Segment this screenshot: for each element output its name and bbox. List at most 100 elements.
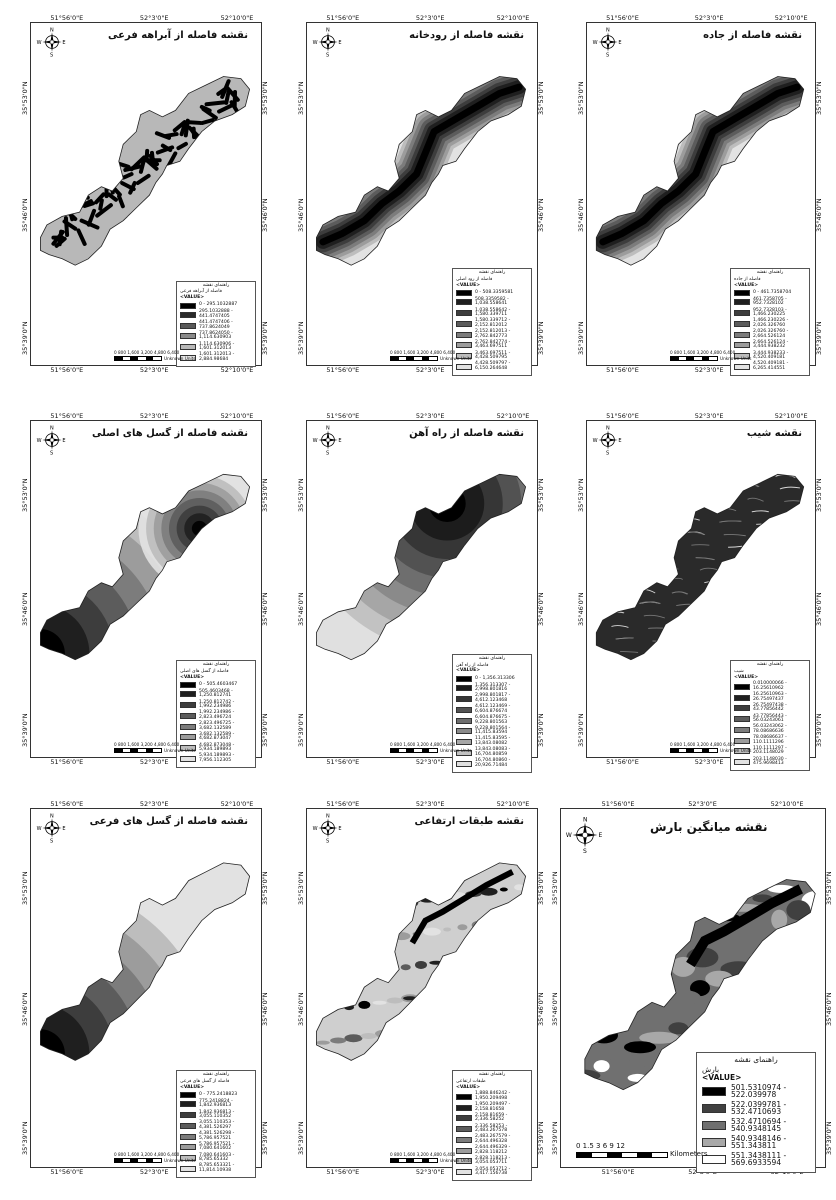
lat-label: 35°46'0"N [537,592,545,627]
legend-row: 110.1111297 - 203.1148029 [734,746,806,756]
lon-label: 51°56'0"E [50,1168,84,1176]
scale-bar-graphic [670,356,718,361]
legend-swatch [702,1137,726,1147]
legend-class-label: 2,483.267579 - 2,644.496328 [475,1134,511,1144]
legend-value-label: <VALUE> [734,674,759,680]
scale-row: Unknown Units [390,1157,471,1163]
legend-field: فاصله از گسل های اصلی [180,668,229,674]
lat-label: 35°39'0"N [261,1121,269,1156]
scale-units: Kilometers [670,1150,708,1158]
map-panel: 51°56'0"E52°3'0"E52°10'0"E51°56'0"E52°3'… [551,800,833,1178]
legend-class-label: 5,934.189893 - 7,956.112305 [199,753,235,764]
legend-swatch [180,691,196,698]
lat-label: 35°39'0"N [577,713,585,748]
legend-class-label: 43.77856443 - 56.03243061 [753,713,787,724]
legend-swatch [734,716,750,723]
lat-label: 35°46'0"N [261,197,269,232]
lon-label: 52°3'0"E [694,412,724,420]
scale-units: Unknown Units [164,747,196,753]
legend-swatch [180,1133,196,1140]
lat-label: 35°39'0"N [261,321,269,355]
legend-row: 11,415.83595 - 13,843.08082 [456,737,528,746]
lon-label: 51°56'0"E [601,1168,635,1176]
legend-class-label: 1,114.630906 - 1,601.312013 [199,341,235,352]
legend-row: 43.77856443 - 56.03243061 [734,713,806,724]
scale-bar-graphic [390,748,438,753]
legend-class-label: 8,785.653321 - 11,814.10938 [199,1163,235,1174]
scale-bar: 0 800 1,600 3,200 4,800 6,400 Unknown Un… [114,1152,195,1163]
legend-row: 1,250.812742 - 1,992.234986 [180,699,252,710]
lon-label: 52°3'0"E [139,366,169,374]
legend-class-label: 551.3438111 - 569.6933594 [731,1150,787,1167]
legend-class-label: 952.7328103 - 1,466.230225 [753,307,787,318]
legend-class-label: 540.9348146 - 551.343811 [731,1133,787,1150]
legend-swatch [180,354,196,361]
legend-row: 2,762.842774 - 3,463.697511 [456,340,528,350]
legend-class-label: 2,026.326760 - 2,664.526124 [753,329,789,339]
legend-swatch [180,311,196,318]
legend-class-label: 461.7358705 - 952.7328102 [753,296,787,307]
legend-class-label: 441.4747406 - 737.8624049 [199,319,233,330]
lat-label: 35°39'0"N [21,713,29,748]
legend-value-label: <VALUE> [456,1084,481,1090]
lat-label: 35°46'0"N [21,592,29,627]
legend-row: 4,682.873048 - 5,934.189893 [180,743,252,753]
lat-label: 35°39'0"N [261,713,269,748]
legend-swatch [734,683,750,690]
scale-bar: 0 800 1,600 3,200 4,800 6,400 Unknown Un… [114,742,195,753]
lat-label: 35°39'0"N [815,713,823,748]
legend-swatch [456,1147,472,1154]
lat-label: 35°53'0"N [537,871,545,905]
lon-label: 52°10'0"E [220,14,254,22]
legend-swatch [734,748,750,755]
scale-bar-graphic [390,356,438,361]
legend-row: 2,998.801817 - 4,612.123468 [456,693,528,703]
legend-swatch [180,1092,196,1099]
legend-class-label: 3,444.938233 - 4,520.409181 [753,350,789,361]
legend-swatch [180,756,196,763]
legend-value-label: <VALUE> [456,668,481,674]
legend-class-label: 0 - 1,356.313306 [475,675,515,681]
legend-class-label: 0 - 775.2418823 [199,1091,238,1097]
legend-swatch [734,759,750,766]
map-title: نقشه طبقات ارتفاعی [414,816,525,827]
lat-label: 35°53'0"N [21,478,29,512]
legend-field: فاصله از راه آهن [456,662,489,668]
lat-label: 35°46'0"N [825,992,833,1027]
legend-swatch [456,1136,472,1143]
legend-swatch [456,749,472,756]
legend-value-label: <VALUE> [702,1073,742,1082]
legend-row: 4,612.123469 - 6,604.876674 [456,704,528,714]
legend-row: 78.08686637 - 110.1111296 [734,735,806,745]
legend-row: 8,785.653321 - 11,814.10938 [180,1164,252,1173]
lon-label: 52°3'0"E [694,366,724,374]
legend-class-label: 1,250.812742 - 1,992.234986 [199,699,235,710]
legend-swatch [456,1115,472,1122]
legend-row: 1,950.209497 - 2,158.81658 [456,1102,528,1112]
scale-bar-graphic [114,748,162,753]
legend-row: 3,444.938233 - 4,520.409181 [734,350,806,361]
lon-label: 52°3'0"E [415,412,445,420]
legend-title: راهنمای نقشه [756,662,784,668]
lat-label: 35°39'0"N [21,1121,29,1156]
legend-class-label: 2,152.812013 - 2,762.842773 [475,329,511,339]
legend-swatch [180,1144,196,1151]
legend-swatch [180,322,196,329]
legend-row: 532.4710694 - 540.9348145 [702,1117,810,1133]
legend-swatch [456,739,472,746]
lon-label: 51°56'0"E [326,14,360,22]
legend-class-label: 16.25610963 - 26.75497437 [753,691,787,702]
scale-row: Unknown Units [114,747,195,753]
scale-ticks: 0 800 1,600 3,200 4,800 6,400 [670,350,736,355]
legend-swatch [734,364,750,371]
lat-label: 35°53'0"N [21,871,29,905]
legend-class-label: 1,038.558642 - 1,580.339711 [475,307,511,318]
legend-row: 3,682.132589 - 4,682.873047 [180,732,252,742]
lat-label: 35°53'0"N [297,478,305,512]
lat-label: 35°39'0"N [297,321,305,355]
legend-title: راهنمای نقشه [478,1072,506,1078]
legend-row: 1,114.630906 - 1,601.312013 [180,341,252,352]
lon-label: 51°56'0"E [326,800,360,808]
